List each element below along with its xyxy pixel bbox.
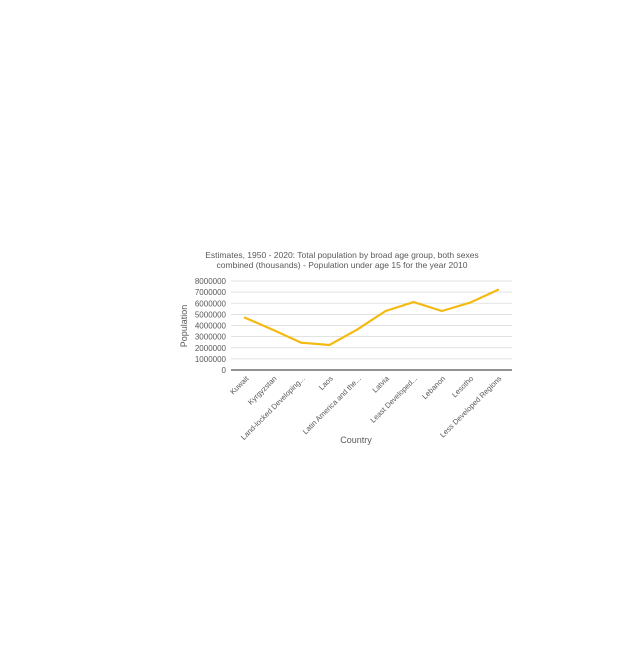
y-tick-label: 7000000 [195, 288, 227, 297]
x-tick-label: Latvia [370, 373, 391, 394]
y-axis-label: Population [179, 305, 189, 348]
x-tick-label: Lesotho [450, 374, 475, 399]
gridlines [231, 280, 512, 360]
y-tick-label: 2000000 [195, 344, 227, 353]
data-point [384, 309, 387, 313]
data-point [468, 301, 471, 304]
data-point [496, 288, 500, 291]
y-tick-label: 4000000 [195, 322, 227, 331]
x-tick-label: Lebanon [420, 374, 447, 401]
chart-title-line-1: Estimates, 1950 - 2020: Total population… [205, 250, 478, 260]
data-points [243, 288, 500, 347]
data-point [412, 301, 415, 304]
x-axis-label: Country [340, 435, 372, 445]
y-tick-label: 1000000 [195, 355, 227, 364]
x-tick-label: Kuwait [228, 373, 251, 396]
y-tick-label: 5000000 [195, 310, 227, 319]
y-axis-tick-labels: 0 1000000 2000000 3000000 4000000 5000000 6000… [195, 277, 227, 375]
y-tick-label: 6000000 [195, 299, 227, 308]
x-tick-label: Latin America and the... [301, 374, 363, 436]
series-line [244, 288, 499, 347]
y-tick-label: 8000000 [195, 277, 227, 286]
y-tick-label: 0 [222, 366, 227, 375]
data-point [243, 316, 247, 319]
y-tick-label: 3000000 [195, 333, 227, 342]
data-point [300, 341, 303, 344]
data-point [440, 309, 443, 313]
x-tick-label: Laos [317, 374, 335, 392]
data-point [272, 328, 275, 332]
data-point [356, 328, 359, 331]
data-point [328, 343, 331, 347]
chart-title-line-2: combined (thousands) - Population under … [217, 260, 468, 270]
